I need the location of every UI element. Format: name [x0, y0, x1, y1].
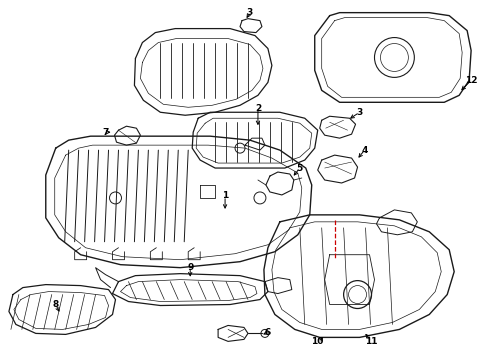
Text: 11: 11	[365, 337, 377, 346]
Text: 8: 8	[53, 300, 59, 309]
Text: 7: 7	[102, 128, 108, 137]
Text: 12: 12	[464, 76, 476, 85]
Text: 9: 9	[186, 263, 193, 272]
Text: 6: 6	[264, 328, 270, 337]
Text: 4: 4	[361, 145, 367, 154]
Text: 3: 3	[246, 8, 253, 17]
Text: 3: 3	[356, 108, 362, 117]
Text: 10: 10	[311, 337, 323, 346]
Text: 2: 2	[254, 104, 261, 113]
Text: 1: 1	[222, 192, 228, 201]
Text: 5: 5	[296, 163, 302, 172]
